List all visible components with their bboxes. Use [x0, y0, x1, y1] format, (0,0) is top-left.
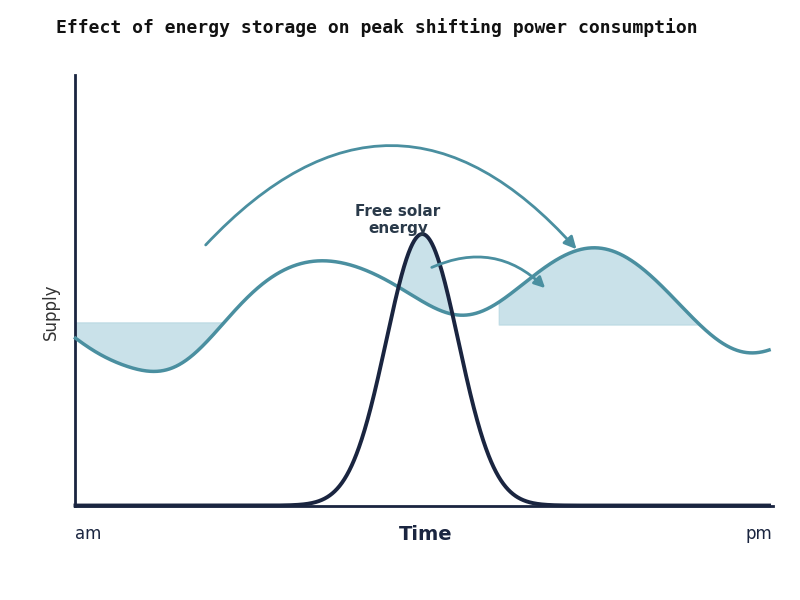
Text: Supply: Supply	[42, 283, 60, 340]
Text: Effect of energy storage on peak shifting power consumption: Effect of energy storage on peak shiftin…	[56, 18, 698, 37]
Text: pm: pm	[746, 525, 773, 543]
Text: Free solar
energy: Free solar energy	[355, 204, 441, 236]
Text: am: am	[75, 525, 102, 543]
Text: Time: Time	[399, 525, 453, 544]
